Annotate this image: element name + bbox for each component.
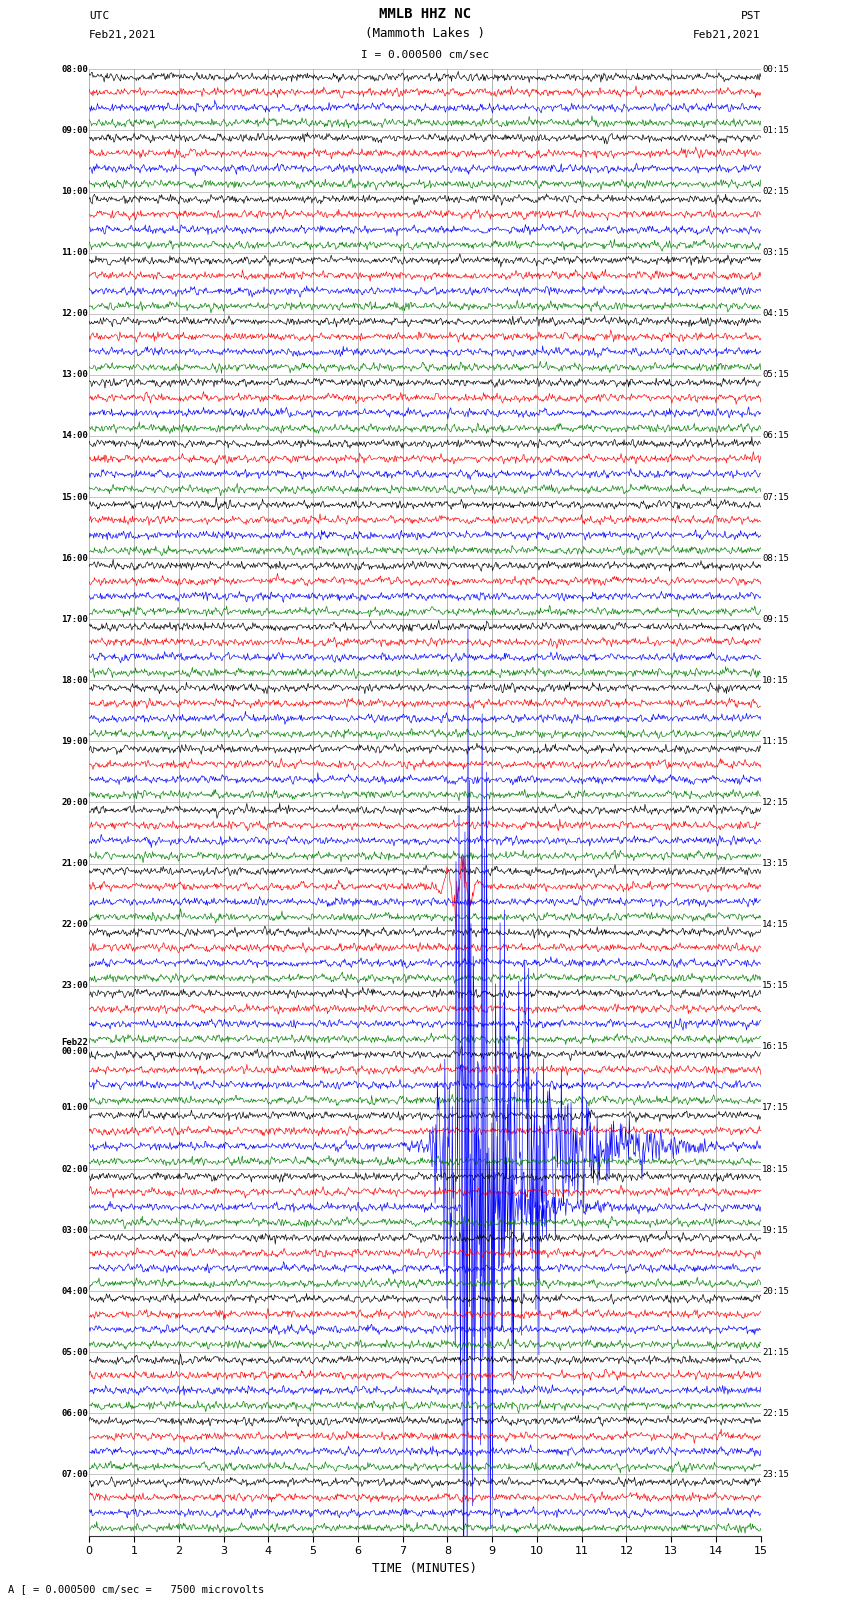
Text: 01:00: 01:00 [61,1103,88,1113]
Text: 06:00: 06:00 [61,1408,88,1418]
Text: 17:15: 17:15 [762,1103,789,1113]
Text: 04:00: 04:00 [61,1287,88,1295]
Text: 13:15: 13:15 [762,860,789,868]
Text: 19:15: 19:15 [762,1226,789,1234]
Text: MMLB HHZ NC: MMLB HHZ NC [379,6,471,21]
Text: 19:00: 19:00 [61,737,88,745]
Text: 11:00: 11:00 [61,248,88,256]
Text: Feb22: Feb22 [61,1037,88,1047]
Text: 16:00: 16:00 [61,553,88,563]
Text: 05:15: 05:15 [762,371,789,379]
Text: 10:15: 10:15 [762,676,789,686]
Text: I = 0.000500 cm/sec: I = 0.000500 cm/sec [361,50,489,60]
Text: 22:15: 22:15 [762,1408,789,1418]
Text: 07:00: 07:00 [61,1469,88,1479]
Text: (Mammoth Lakes ): (Mammoth Lakes ) [365,27,485,40]
Text: 14:00: 14:00 [61,431,88,440]
Text: 00:00: 00:00 [61,1047,88,1057]
Text: 09:00: 09:00 [61,126,88,135]
Text: 15:15: 15:15 [762,981,789,990]
Text: 08:00: 08:00 [61,65,88,74]
Text: 12:15: 12:15 [762,798,789,806]
Text: 06:15: 06:15 [762,431,789,440]
Text: 18:00: 18:00 [61,676,88,686]
Text: 04:15: 04:15 [762,310,789,318]
Text: 21:00: 21:00 [61,860,88,868]
Text: 13:00: 13:00 [61,371,88,379]
Text: PST: PST [740,11,761,21]
Text: 20:15: 20:15 [762,1287,789,1295]
Text: 10:00: 10:00 [61,187,88,197]
Text: 20:00: 20:00 [61,798,88,806]
Text: 18:15: 18:15 [762,1165,789,1174]
Text: 17:00: 17:00 [61,615,88,624]
Text: 02:00: 02:00 [61,1165,88,1174]
Text: 11:15: 11:15 [762,737,789,745]
Text: 07:15: 07:15 [762,492,789,502]
Text: 14:15: 14:15 [762,919,789,929]
Text: 00:15: 00:15 [762,65,789,74]
Text: 03:00: 03:00 [61,1226,88,1234]
Text: 09:15: 09:15 [762,615,789,624]
Text: 12:00: 12:00 [61,310,88,318]
Text: Feb21,2021: Feb21,2021 [89,31,156,40]
Text: 08:15: 08:15 [762,553,789,563]
Text: A [ = 0.000500 cm/sec =   7500 microvolts: A [ = 0.000500 cm/sec = 7500 microvolts [8,1584,264,1594]
Text: 05:00: 05:00 [61,1348,88,1357]
Text: 02:15: 02:15 [762,187,789,197]
Text: 22:00: 22:00 [61,919,88,929]
Text: 15:00: 15:00 [61,492,88,502]
Text: 16:15: 16:15 [762,1042,789,1052]
X-axis label: TIME (MINUTES): TIME (MINUTES) [372,1561,478,1574]
Text: 21:15: 21:15 [762,1348,789,1357]
Text: 03:15: 03:15 [762,248,789,256]
Text: 23:15: 23:15 [762,1469,789,1479]
Text: Feb21,2021: Feb21,2021 [694,31,761,40]
Text: UTC: UTC [89,11,110,21]
Text: 01:15: 01:15 [762,126,789,135]
Text: 23:00: 23:00 [61,981,88,990]
